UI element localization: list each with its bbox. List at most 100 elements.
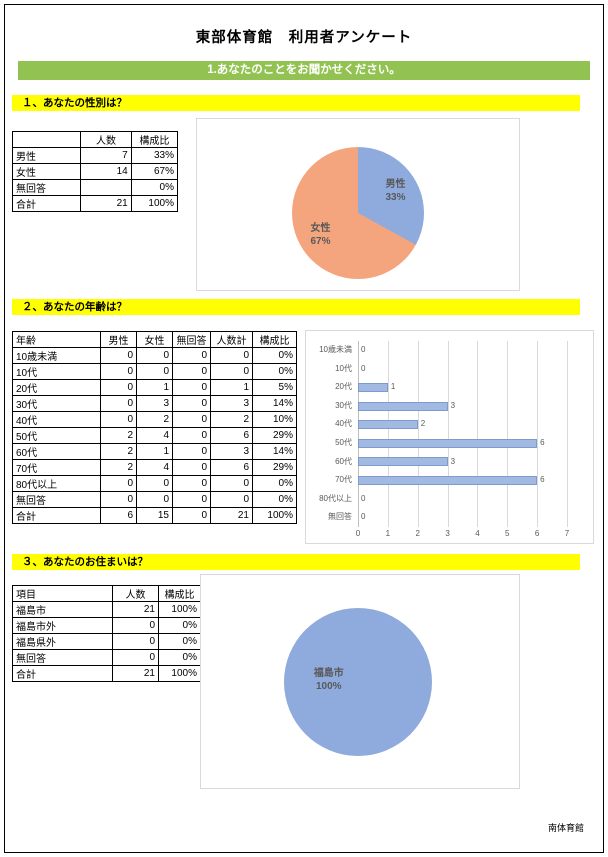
- table-cell: 70代: [12, 459, 101, 476]
- column-header: 項目: [12, 585, 113, 602]
- table-cell: 14: [80, 163, 132, 180]
- table-cell: 10代: [12, 363, 101, 380]
- table-cell: 0: [172, 507, 211, 524]
- table-cell: 0%: [252, 491, 297, 508]
- column-header: 男性: [100, 331, 137, 348]
- pie-disc: 福島市 100%: [284, 607, 433, 756]
- axis-tick-label: 4: [475, 529, 480, 538]
- table-cell: 100%: [130, 195, 179, 212]
- section-banner: 1.あなたのことをお聞かせください。: [18, 61, 590, 80]
- table-header-row: 項目 人数 構成比: [12, 585, 201, 602]
- category-label: 20代: [335, 382, 352, 392]
- table-cell: 0: [136, 363, 173, 380]
- table-cell: 合計: [12, 665, 113, 682]
- table-cell: 女性: [11, 163, 82, 180]
- table-cell: 2: [100, 427, 137, 444]
- table-header-row: 年齢 男性 女性 無回答 人数計 構成比: [12, 331, 297, 348]
- table-row: 40代 0 2 0 2 10%: [12, 411, 297, 428]
- table-cell: 67%: [130, 163, 179, 180]
- bar: [358, 476, 538, 485]
- table-cell: 0: [100, 379, 137, 396]
- table-cell: 無回答: [12, 649, 113, 666]
- axis-tick-label: 5: [505, 529, 510, 538]
- table-cell: [80, 179, 132, 196]
- table-cell: 0%: [252, 363, 297, 380]
- table-row: 女性 14 67%: [11, 163, 179, 180]
- table-row: 20代 0 1 0 1 5%: [12, 379, 297, 396]
- table-cell: 合計: [12, 507, 101, 524]
- residence-table: 項目 人数 構成比 福島市 21 100% 福島市外 0 0% 福島県外 0 0% 無回答 0 0% 合計 21…: [12, 585, 201, 682]
- table-cell: 10%: [252, 411, 297, 428]
- bar-value-label: 0: [361, 345, 366, 354]
- table-cell: 無回答: [12, 491, 101, 508]
- table-cell: 0%: [252, 475, 297, 492]
- table-cell: 福島市: [12, 601, 113, 618]
- table-cell: 0: [100, 411, 137, 428]
- table-cell: 20代: [12, 379, 101, 396]
- category-label: 40代: [335, 419, 352, 429]
- age-table: 年齢 男性 女性 無回答 人数計 構成比 10歳未満 0 0 0 0 0% 10代 0 0 0 0 0% 20代 0 1…: [12, 331, 297, 524]
- table-cell: 2: [100, 459, 137, 476]
- table-row: 福島市外 0 0%: [12, 617, 201, 634]
- table-cell: 30代: [12, 395, 101, 412]
- table-row: 50代 2 4 0 6 29%: [12, 427, 297, 444]
- table-cell: 1: [210, 379, 253, 396]
- gridline: [507, 341, 509, 527]
- table-cell: 2: [210, 411, 253, 428]
- bar: [358, 438, 538, 448]
- table-row: 10代 0 0 0 0 0%: [12, 363, 297, 380]
- gridline: [417, 341, 419, 527]
- table-row: 福島市 21 100%: [12, 601, 201, 618]
- gridline: [447, 341, 449, 527]
- column-header: 年齢: [12, 331, 101, 348]
- table-row: 無回答 0%: [11, 179, 179, 196]
- table-cell: 80代以上: [12, 475, 101, 492]
- gender-table: 人数 構成比 男性 7 33% 女性 14 67% 無回答 0% 合計 21 100%: [11, 131, 179, 212]
- bar-value-label: 0: [361, 363, 366, 373]
- table-row: 福島県外 0 0%: [12, 633, 201, 650]
- column-header: 人数: [112, 585, 159, 602]
- table-cell: 0%: [158, 633, 201, 650]
- table-cell: 1: [136, 379, 173, 396]
- table-cell: 0: [172, 443, 211, 460]
- table-cell: 60代: [12, 443, 101, 460]
- table-cell: 0: [172, 395, 211, 412]
- bar: [358, 420, 418, 430]
- axis-tick-label: 1: [385, 529, 391, 538]
- column-header: 人数計: [210, 331, 253, 348]
- bar-value-axis: 0 1 2 3 4 5 6 7: [355, 529, 570, 541]
- table-row: 合計 21 100%: [11, 195, 179, 212]
- table-cell: 29%: [252, 459, 297, 476]
- gridline: [477, 341, 479, 527]
- category-label: 10歳未満: [319, 345, 352, 354]
- table-cell: 4: [136, 427, 173, 444]
- table-cell: 6: [210, 459, 253, 476]
- table-cell: 0: [100, 491, 137, 508]
- axis-tick-label: 0: [355, 529, 361, 538]
- table-row: 70代 2 4 0 6 29%: [12, 459, 297, 476]
- table-cell: 1: [136, 443, 173, 460]
- table-cell: 0: [172, 347, 211, 364]
- bar-value-label: 1: [390, 382, 396, 392]
- table-row: 合計 6 15 0 21 100%: [12, 507, 297, 524]
- table-cell: 0: [210, 347, 253, 364]
- table-cell: 福島市外: [12, 617, 113, 634]
- table-cell: 男性: [11, 147, 82, 164]
- table-cell: 21: [112, 601, 159, 618]
- pie-chart-area: 福島市 100%: [201, 575, 519, 788]
- axis-tick-label: 6: [534, 529, 540, 538]
- table-cell: 0: [172, 475, 211, 492]
- gridline: [358, 341, 359, 527]
- bar-value-label: 6: [540, 475, 545, 485]
- table-row: 30代 0 3 0 3 14%: [12, 395, 297, 412]
- table-cell: 21: [80, 195, 132, 212]
- gridline: [387, 341, 389, 527]
- axis-tick-label: 7: [564, 529, 570, 538]
- table-cell: 10歳未満: [12, 347, 101, 364]
- footer-label: 南体育館: [548, 823, 585, 833]
- table-cell: 0: [136, 347, 173, 364]
- table-cell: 14%: [252, 443, 297, 460]
